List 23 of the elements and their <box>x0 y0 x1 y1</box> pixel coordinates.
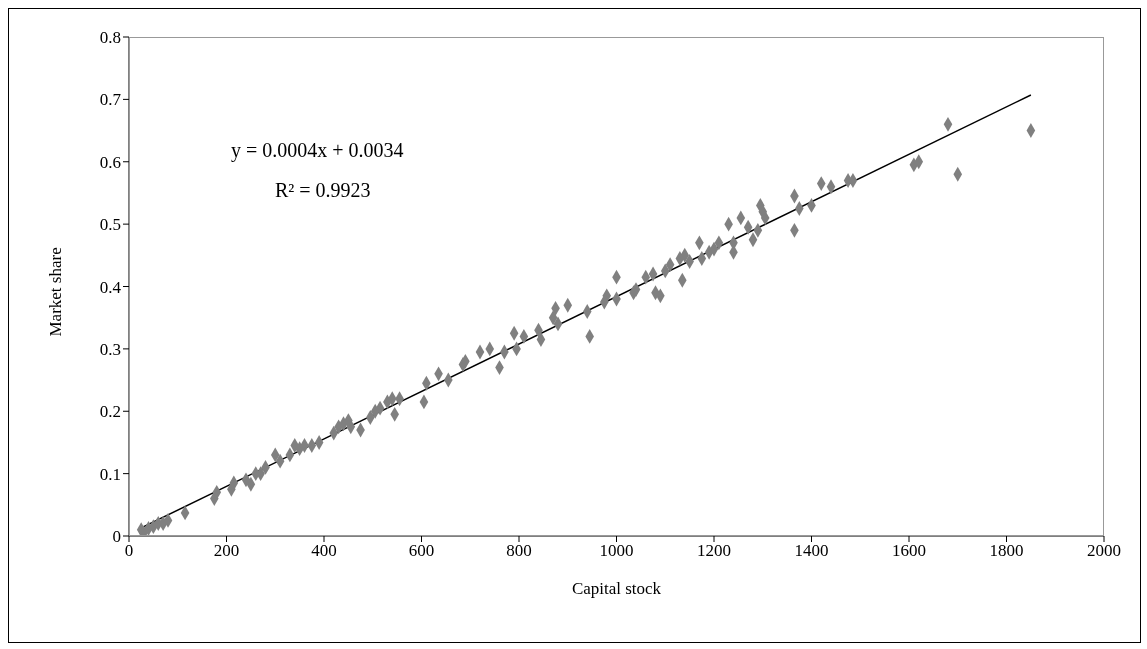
x-tick-label: 800 <box>506 541 532 561</box>
annotation: R² = 0.9923 <box>275 179 371 202</box>
x-tick-label: 1800 <box>989 541 1024 561</box>
y-tick-label: 0.5 <box>99 215 121 235</box>
x-tick-label: 200 <box>213 541 240 561</box>
y-axis-title: Market share <box>46 247 66 337</box>
y-tick-label: 0 <box>112 527 121 547</box>
y-tick-label: 0.8 <box>99 28 121 48</box>
x-axis-title: Capital stock <box>571 579 662 598</box>
y-tick-label: 0.2 <box>99 402 121 422</box>
x-tick-label: 1200 <box>697 541 731 561</box>
y-tick-label: 0.7 <box>99 90 122 110</box>
x-tick-label: 1400 <box>794 541 829 561</box>
annotation: y = 0.0004x + 0.0034 <box>231 139 404 162</box>
x-tick-label: 600 <box>408 541 435 561</box>
y-tick-label: 0.3 <box>99 339 121 359</box>
x-tick-label: 1600 <box>892 541 926 561</box>
y-tick-label: 0.6 <box>99 152 121 172</box>
y-tick-label: 0.1 <box>99 464 121 484</box>
x-tick-label: 1000 <box>599 541 634 561</box>
x-tick-label: 2000 <box>1087 541 1121 561</box>
x-tick-label: 400 <box>311 541 337 561</box>
y-tick-label: 0.4 <box>99 277 122 297</box>
